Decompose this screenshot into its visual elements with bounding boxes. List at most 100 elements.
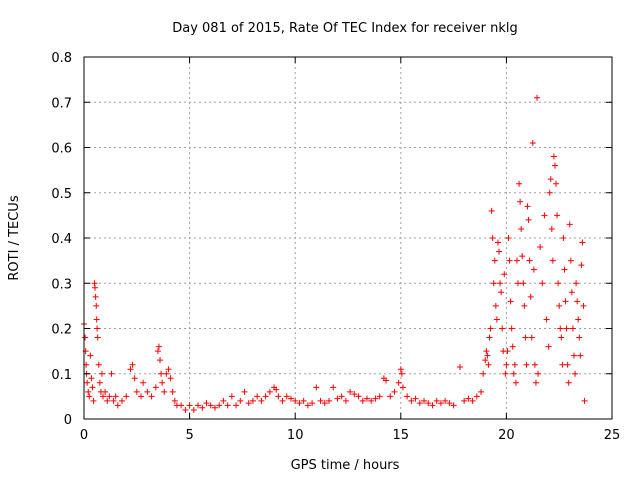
y-axis-label: ROTI / TECUs [7,195,22,280]
data-point [334,395,341,402]
data-point [556,302,563,309]
data-point [531,361,538,368]
data-point [93,316,100,323]
data-point [86,393,93,400]
data-point [368,397,375,404]
data-point [195,402,202,409]
data-point [456,363,463,370]
data-point [543,316,550,323]
data-point [383,377,390,384]
x-axis-label: GPS time / hours [291,458,400,473]
data-point [522,334,529,341]
data-point [492,302,499,309]
data-point [573,280,580,287]
x-tick-label: 5 [185,428,193,443]
data-point [245,400,252,407]
data-point [273,386,280,393]
data-point [485,361,492,368]
data-point [178,402,185,409]
data-point [313,384,320,391]
data-point [505,235,512,241]
data-point [98,370,105,377]
data-point [564,361,571,368]
y-tick-label: 0.6 [51,142,72,157]
data-point [523,361,530,368]
data-point [90,397,97,404]
data-point [95,361,102,368]
data-point [566,221,573,228]
data-point [525,216,532,223]
data-point [224,402,231,409]
data-point [216,402,223,409]
y-tick-label: 0.4 [51,232,72,247]
data-point [526,257,533,264]
data-point [279,397,286,404]
data-point [233,402,240,409]
data-point [106,393,113,400]
data-point [228,393,235,400]
data-point [96,379,103,386]
y-tick-label: 0.7 [51,96,72,111]
data-point [569,325,576,332]
x-tick-label: 25 [604,428,621,443]
data-point [528,334,535,341]
data-point [155,343,162,350]
data-point [387,393,394,400]
data-point [563,325,570,332]
data-point [546,189,553,196]
data-point [484,352,491,359]
data-point [555,280,562,287]
data-point [262,393,269,400]
data-point [519,253,526,260]
data-point [84,379,91,386]
data-point [157,357,164,364]
data-point [551,162,558,169]
data-point [478,388,485,395]
data-point [140,379,147,386]
chart-title: Day 081 of 2015, Rate Of TEC Index for r… [172,21,518,36]
data-point [112,393,119,400]
data-point [220,397,227,404]
data-point [92,293,99,300]
data-point [163,370,170,377]
data-point [513,257,520,264]
data-point [553,180,560,187]
data-point [581,397,588,404]
x-tick-label: 20 [498,428,515,443]
data-point [488,207,495,214]
data-point [520,280,527,287]
data-point [152,384,159,391]
data-point [490,280,497,287]
data-point [148,393,155,400]
y-tick-label: 0.8 [51,51,72,66]
data-point [560,235,567,241]
data-point [94,334,101,341]
data-point [494,239,501,246]
data-point [545,343,552,350]
data-point [102,388,109,395]
data-point [351,391,358,398]
data-point [342,397,349,404]
data-point [575,316,582,323]
data-point [480,370,487,377]
data-point [159,379,166,386]
data-point [254,393,261,400]
data-point [557,325,564,332]
data-point [558,334,565,341]
data-point [304,402,311,409]
data-point [161,388,168,395]
data-point [550,153,557,160]
data-point [554,212,561,219]
data-point [100,393,107,400]
data-point [330,384,337,391]
axis-ticks [83,56,613,420]
data-point [506,257,513,264]
data-point [491,257,498,264]
data-point [527,293,534,300]
data-point [347,388,354,395]
data-point [579,239,586,246]
data-point [534,94,541,101]
data-point [144,388,151,395]
data-point [469,397,476,404]
